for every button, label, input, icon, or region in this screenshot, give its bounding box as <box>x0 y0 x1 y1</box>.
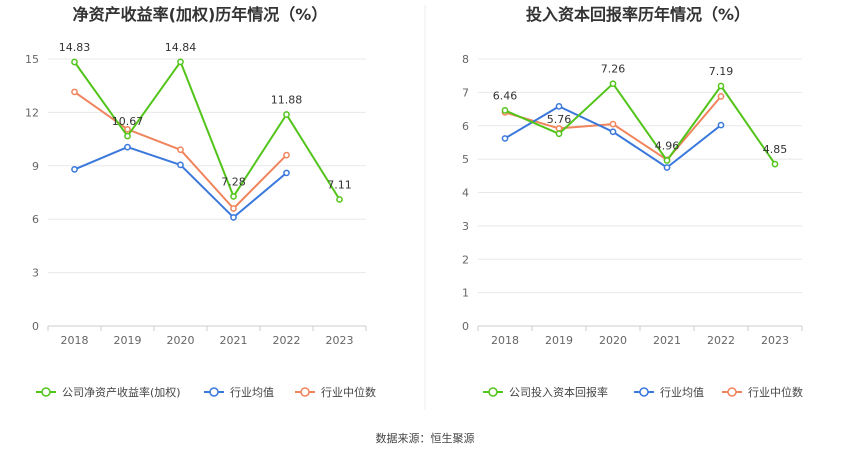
x-tick-label: 2019 <box>114 334 142 347</box>
legend-item[interactable]: 公司投入资本回报率 <box>483 385 608 399</box>
x-tick-label: 2018 <box>61 334 89 347</box>
data-point <box>609 120 617 128</box>
data-point <box>283 151 290 159</box>
y-tick-label: 5 <box>462 153 469 166</box>
data-point <box>555 130 563 138</box>
legend-label: 行业均值 <box>230 386 274 399</box>
legend-marker-icon <box>300 387 310 397</box>
y-tick-label: 6 <box>462 120 469 133</box>
data-label: 4.96 <box>655 139 680 152</box>
legend-label: 公司净资产收益率(加权) <box>62 385 181 399</box>
legend-item[interactable]: 行业均值 <box>204 386 274 399</box>
data-label: 14.84 <box>165 41 197 54</box>
data-label: 14.83 <box>59 41 91 54</box>
x-tick-label: 2020 <box>599 334 627 347</box>
x-tick-label: 2022 <box>707 334 735 347</box>
data-label: 7.28 <box>221 175 246 188</box>
x-tick-label: 2021 <box>653 334 681 347</box>
legend-marker-icon <box>209 387 219 397</box>
data-point <box>717 121 725 129</box>
data-point <box>717 93 725 100</box>
data-point <box>663 157 671 164</box>
data-label: 4.85 <box>763 143 788 156</box>
data-point <box>663 164 671 171</box>
series-line <box>504 82 776 165</box>
data-point <box>230 205 237 212</box>
data-point <box>124 125 131 133</box>
data-point <box>230 193 237 200</box>
series-line <box>74 146 288 219</box>
legend-item[interactable]: 行业均值 <box>634 386 704 399</box>
data-point <box>555 103 563 110</box>
y-tick-label: 4 <box>462 187 469 200</box>
data-point <box>177 161 184 169</box>
x-tick-label: 2023 <box>326 334 354 347</box>
legend-label: 公司投入资本回报率 <box>509 385 608 399</box>
data-source-text: 数据来源：恒生聚源 <box>376 431 475 445</box>
data-point <box>336 196 343 203</box>
roic-chart-panel: 投入资本回报率历年情况（%） 0 1 2 3 4 5 6 7 8 2018 2019 2020 2021 2… <box>462 5 803 399</box>
y-tick-label: 15 <box>25 53 39 66</box>
y-tick-label: 0 <box>462 320 469 333</box>
data-point <box>717 82 725 90</box>
y-tick-label: 3 <box>32 267 39 280</box>
x-tick-label: 2022 <box>273 334 301 347</box>
data-point <box>71 58 78 66</box>
legend-marker-icon <box>639 387 649 397</box>
legend-marker-icon <box>41 387 51 397</box>
x-tick-label: 2023 <box>761 334 789 347</box>
data-point <box>124 143 131 151</box>
data-label: 11.88 <box>271 94 303 107</box>
data-point <box>771 160 779 168</box>
data-point <box>609 80 617 88</box>
series-line <box>504 105 722 169</box>
data-point <box>609 128 617 136</box>
chart-title: 投入资本回报率历年情况（%） <box>526 5 750 24</box>
data-point <box>555 125 563 132</box>
data-point <box>501 107 509 114</box>
legend-marker-icon <box>488 387 498 397</box>
legend-marker-icon <box>727 387 737 397</box>
y-tick-label: 6 <box>32 213 39 226</box>
legend-label: 行业中位数 <box>748 385 803 399</box>
data-point <box>177 58 184 66</box>
data-label: 5.76 <box>547 113 572 126</box>
data-point <box>71 166 78 173</box>
chart-title: 净资产收益率(加权)历年情况（%） <box>73 5 328 24</box>
data-point <box>177 146 184 154</box>
y-tick-label: 8 <box>462 53 469 66</box>
data-point <box>71 88 78 96</box>
x-tick-label: 2018 <box>491 334 519 347</box>
x-tick-label: 2020 <box>167 334 195 347</box>
legend-label: 行业均值 <box>660 386 704 399</box>
x-tick-label: 2021 <box>220 334 248 347</box>
roe-chart-panel: 净资产收益率(加权)历年情况（%） 0 3 6 9 12 15 2018 2019 2020 202… <box>25 5 376 399</box>
data-label: 7.11 <box>327 178 352 191</box>
data-point <box>501 135 509 142</box>
data-point <box>230 214 237 221</box>
y-tick-label: 7 <box>462 86 469 99</box>
legend-item[interactable]: 公司净资产收益率(加权) <box>36 385 181 399</box>
y-tick-label: 12 <box>25 106 39 119</box>
data-label: 6.46 <box>493 89 518 102</box>
legend-label: 行业中位数 <box>321 385 376 399</box>
data-point <box>124 132 131 140</box>
x-tick-label: 2019 <box>545 334 573 347</box>
data-point <box>283 111 290 118</box>
legend-item[interactable]: 行业中位数 <box>295 385 376 399</box>
data-label: 7.26 <box>601 63 626 76</box>
y-tick-label: 0 <box>32 320 39 333</box>
y-tick-label: 3 <box>462 220 469 233</box>
data-label: 7.19 <box>709 65 734 78</box>
y-tick-label: 2 <box>462 253 469 266</box>
series-line <box>73 60 341 200</box>
data-point <box>283 169 290 177</box>
y-tick-label: 9 <box>32 160 39 173</box>
data-label: 10.67 <box>112 115 144 128</box>
y-tick-label: 1 <box>462 287 469 300</box>
legend-item[interactable]: 行业中位数 <box>722 385 803 399</box>
